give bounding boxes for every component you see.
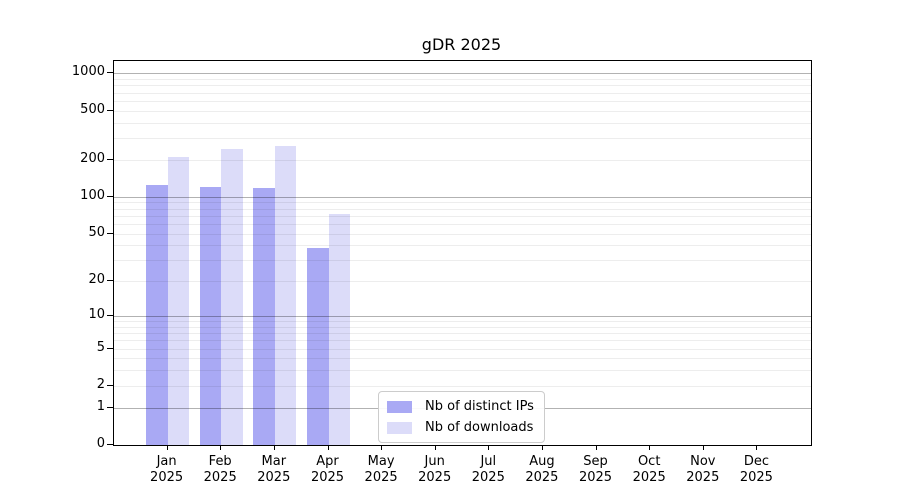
bar-jan-downloads: [167, 156, 190, 445]
y-tick-mark: [107, 315, 114, 316]
legend-swatch-downloads: [387, 421, 412, 434]
x-tick-label-jan: Jan 2025: [150, 454, 184, 485]
y-tick-label: 2: [96, 376, 105, 392]
x-tick-mark: [273, 446, 275, 450]
x-tick-mark: [327, 446, 329, 450]
bar-feb-distinct-ips: [199, 187, 222, 445]
y-tick-mark: [107, 158, 114, 160]
plot-area: [113, 60, 812, 446]
legend: Nb of distinct IPs Nb of downloads: [378, 391, 545, 443]
bar-feb-downloads: [221, 148, 243, 445]
x-tick-label-dec: Dec 2025: [739, 454, 773, 485]
x-tick-mark: [756, 446, 758, 450]
y-tick-mark: [107, 232, 114, 234]
x-tick-label-jul: Jul 2025: [471, 454, 505, 485]
y-tick-label: 5: [96, 339, 105, 355]
legend-row-distinct-ips: Nb of distinct IPs: [379, 398, 544, 415]
y-tick-mark: [107, 280, 114, 282]
y-tick-label: 10: [88, 307, 105, 322]
x-tick-mark: [595, 446, 597, 450]
x-tick-label-feb: Feb 2025: [203, 454, 237, 485]
x-tick-label-nov: Nov 2025: [686, 454, 720, 485]
bar-mar-downloads: [274, 145, 297, 445]
x-tick-label-apr: Apr 2025: [310, 454, 345, 485]
x-tick-label-mar: Mar 2025: [257, 454, 291, 485]
y-tick-label: 500: [80, 101, 105, 117]
x-tick-label-may: May 2025: [364, 454, 398, 485]
x-tick-label-sep: Sep 2025: [578, 454, 613, 485]
x-tick-mark: [166, 446, 168, 450]
x-tick-label-oct: Oct 2025: [632, 454, 666, 485]
y-tick-mark: [107, 347, 114, 349]
y-tick-mark: [107, 109, 114, 111]
x-tick-mark: [220, 446, 222, 450]
x-tick-label-aug: Aug 2025: [525, 454, 559, 485]
y-tick-mark: [107, 406, 114, 408]
bar-mar-distinct-ips: [253, 187, 275, 445]
x-tick-mark: [702, 446, 704, 450]
chart-title: gDR 2025: [421, 35, 502, 54]
y-tick-label: 200: [80, 150, 105, 166]
x-tick-mark: [381, 446, 383, 450]
y-tick-mark: [107, 72, 114, 74]
y-tick-label: 1000: [71, 64, 105, 80]
y-tick-label: 20: [88, 272, 105, 288]
x-tick-mark: [649, 446, 651, 450]
bar-jan-distinct-ips: [146, 184, 168, 445]
x-tick-mark: [488, 446, 490, 450]
y-tick-label: 100: [80, 187, 105, 203]
y-tick-label: 50: [88, 224, 105, 240]
legend-swatch-distinct-ips: [387, 400, 412, 413]
bar-apr-downloads: [328, 213, 350, 445]
bars-layer: [114, 61, 811, 445]
legend-label-distinct-ips: Nb of distinct IPs: [425, 399, 534, 414]
x-tick-mark: [541, 446, 543, 450]
legend-row-downloads: Nb of downloads: [379, 419, 544, 436]
legend-label-downloads: Nb of downloads: [425, 420, 534, 435]
x-tick-label-jun: Jun 2025: [418, 454, 452, 485]
y-tick-label: 1: [96, 398, 105, 414]
y-tick-mark: [107, 384, 114, 386]
bar-apr-distinct-ips: [307, 247, 329, 445]
x-tick-mark: [434, 446, 436, 450]
y-tick-mark: [107, 195, 114, 197]
y-tick-label: 0: [96, 436, 105, 451]
y-tick-mark: [107, 444, 114, 445]
